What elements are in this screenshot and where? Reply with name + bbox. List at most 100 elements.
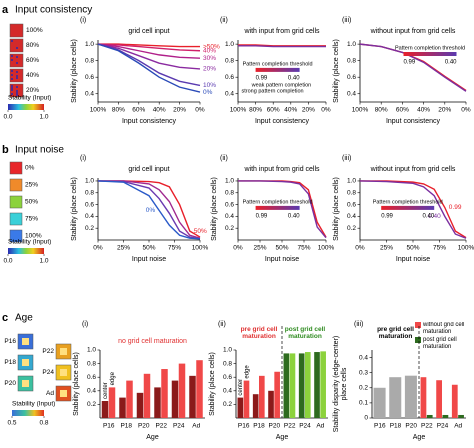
threshold-colorbar <box>403 52 457 56</box>
y-tick-label: 0.2 <box>87 401 96 408</box>
x-axis-label: Age <box>146 434 159 441</box>
threshold-note: strong pattern completion <box>242 88 304 94</box>
colorbar <box>12 410 44 416</box>
y-tick-label: 0.8 <box>85 189 94 196</box>
bar <box>161 369 168 418</box>
x-tick-label: 100% <box>458 245 474 252</box>
section-title: Input consistency <box>15 5 92 16</box>
x-tick-label: 80% <box>375 107 388 114</box>
x-tick-label: 80% <box>112 107 125 114</box>
icon-dot <box>16 90 18 92</box>
icon-dot <box>11 55 13 57</box>
series-name: >50% <box>203 43 220 50</box>
panel-title: with input from grid cells <box>243 166 320 173</box>
series-name: 50% <box>194 228 207 235</box>
icon-dot <box>16 56 18 58</box>
threshold-tick-label: 0.40 <box>423 213 435 219</box>
icon-dot <box>16 77 18 79</box>
x-tick-label: 100% <box>192 245 209 252</box>
x-tick-label: P20 <box>138 423 150 430</box>
x-tick-label: 100% <box>90 107 107 114</box>
x-tick-label: P22 <box>155 423 167 430</box>
y-tick-label: 0.4 <box>85 90 94 97</box>
y-tick-label: 0.2 <box>223 401 232 408</box>
threshold-tick-label: 0.40 <box>288 75 300 81</box>
annotation-text: pre grid cell maturation <box>377 326 414 340</box>
series-name: 40% <box>203 47 216 54</box>
series-line <box>359 180 467 239</box>
bar <box>442 414 449 418</box>
icon-dot <box>16 92 18 94</box>
bar <box>268 390 274 418</box>
colorbar-label: Stability (Input) <box>12 401 55 408</box>
y-tick-label: 0.6 <box>225 201 234 208</box>
y-tick-label: 1.0 <box>347 41 356 48</box>
y-axis-label: Stability (place cells) <box>209 352 216 416</box>
x-tick-label: P24 <box>299 423 311 430</box>
series-line <box>97 43 201 70</box>
colorbar-label: Stability (Input) <box>8 239 51 246</box>
input-icon <box>9 53 24 68</box>
icon-label: Ad <box>46 390 54 397</box>
icon-label: P16 <box>4 338 16 345</box>
x-tick-label: 50% <box>142 245 155 252</box>
x-axis-label: Input noise <box>265 256 299 263</box>
x-tick-label: 40% <box>153 107 166 114</box>
annotation: pre grid cell maturation <box>241 326 278 340</box>
icon-dot <box>11 70 13 72</box>
x-tick-label: Ad <box>316 423 324 430</box>
threshold-title: Pattern completion threshold <box>243 199 313 205</box>
x-tick-label: 60% <box>396 107 409 114</box>
y-tick-label: 0.2 <box>359 384 368 391</box>
x-tick-label: P24 <box>173 423 185 430</box>
bar <box>252 394 259 418</box>
y-tick-label: 0.6 <box>85 74 94 81</box>
input-icon <box>9 178 23 192</box>
y-tick-label: 0.4 <box>87 388 96 395</box>
bar <box>119 397 126 418</box>
series-name: 0% <box>146 207 156 214</box>
threshold-title: Pattern completion threshold <box>373 199 443 205</box>
icon-label: P20 <box>4 380 16 387</box>
series-line <box>97 43 201 52</box>
bar <box>458 414 464 418</box>
y-tick-label: 0.8 <box>225 57 234 64</box>
y-axis-label: Stability (place cells) <box>71 39 78 103</box>
bar <box>196 360 203 418</box>
series-line <box>97 43 201 93</box>
bar <box>274 371 280 418</box>
series-name: 0.99 <box>449 204 462 211</box>
bar <box>289 353 296 418</box>
x-tick-label: 0% <box>321 107 331 114</box>
icon-label: 0% <box>25 165 35 172</box>
y-axis-label: Stability (place cells) <box>333 39 340 103</box>
input-icon <box>9 23 24 38</box>
x-tick-label: 20% <box>173 107 186 114</box>
series-name: center <box>103 382 109 399</box>
x-axis-label: Age <box>276 434 289 441</box>
bar <box>126 380 133 418</box>
bar <box>305 352 311 418</box>
series-line <box>97 43 201 59</box>
icon-label: 40% <box>26 72 39 79</box>
y-tick-label: 1.0 <box>85 178 94 185</box>
section-letter: c <box>2 312 8 324</box>
icon-dot <box>11 87 13 89</box>
series-name: 10% <box>203 82 216 89</box>
threshold-tick-label: 0.99 <box>381 213 393 219</box>
x-tick-label: P16 <box>103 423 115 430</box>
threshold-tick-label: 0.99 <box>404 60 416 66</box>
legend-label: post grid cell maturation <box>423 337 457 350</box>
legend-swatch <box>415 322 421 328</box>
series-name: 20% <box>203 66 216 73</box>
icon-dot <box>16 62 18 64</box>
bar <box>426 414 433 418</box>
legend-box: without grid cell maturation post grid ce… <box>415 322 466 350</box>
panel-label: (i) <box>80 17 86 24</box>
x-tick-label: 20% <box>438 107 451 114</box>
y-tick-label: 0.4 <box>225 213 234 220</box>
series-line <box>359 43 467 92</box>
x-tick-label: 0% <box>93 245 103 252</box>
y-tick-label: 0.2 <box>85 225 94 232</box>
x-tick-label: 0% <box>233 245 243 252</box>
